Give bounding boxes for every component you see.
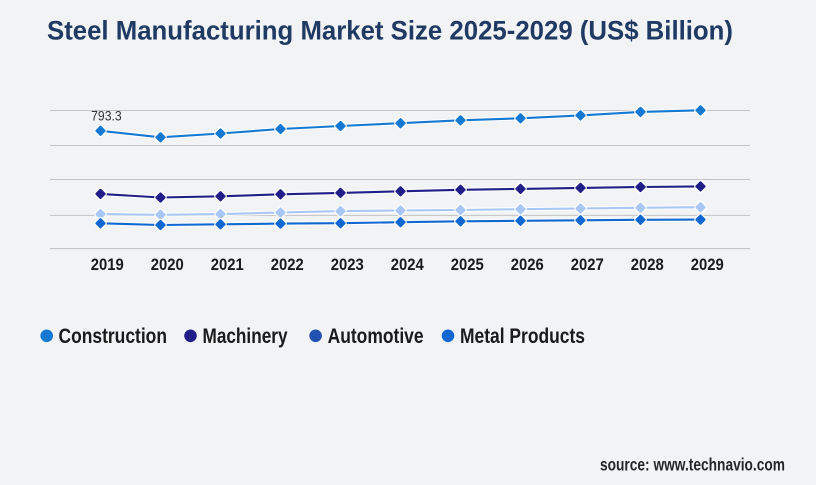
svg-text:2022: 2022 [271,255,304,274]
svg-text:Machinery: Machinery [203,324,288,348]
svg-text:793.3: 793.3 [91,108,122,124]
svg-text:2028: 2028 [631,255,664,274]
svg-text:2019: 2019 [91,255,124,274]
svg-text:Steel Manufacturing Market Siz: Steel Manufacturing Market Size 2025-202… [47,16,733,46]
svg-text:2023: 2023 [331,255,364,274]
svg-text:2026: 2026 [511,255,544,274]
svg-text:Metal Products: Metal Products [460,324,585,348]
svg-text:2027: 2027 [571,255,604,274]
svg-text:2024: 2024 [391,255,424,274]
svg-text:2029: 2029 [691,255,724,274]
svg-text:2021: 2021 [211,255,244,274]
svg-text:2025: 2025 [451,255,484,274]
svg-text:Construction: Construction [59,324,168,348]
svg-text:source: www.technavio.com: source: www.technavio.com [600,455,785,475]
svg-text:Automotive: Automotive [328,324,424,348]
svg-text:2020: 2020 [151,255,184,274]
